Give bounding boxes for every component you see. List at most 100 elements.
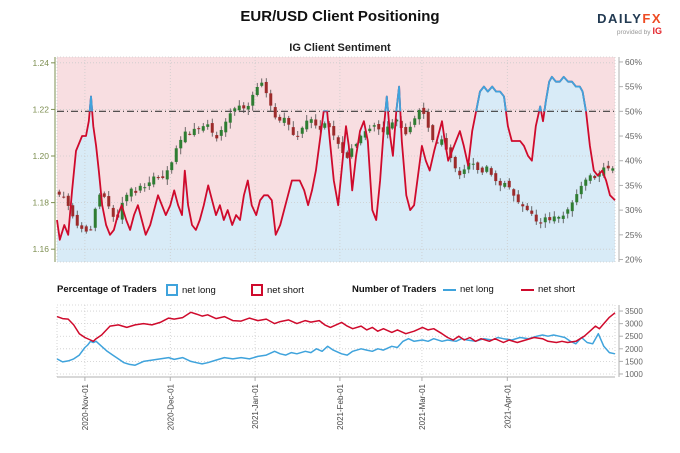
candle-body [512,189,516,196]
candle-body [462,169,466,174]
candle-body [435,142,439,144]
candle-body [192,128,196,136]
candle-body [242,105,246,109]
bottom-plot-border [56,304,616,378]
candle [440,135,444,147]
candle [161,170,165,180]
candle-body [332,126,336,136]
candle-body [84,226,88,232]
candle-body [269,93,273,106]
candle [309,116,313,129]
candle-body [489,168,493,175]
candle-body [507,180,511,188]
candle [336,135,340,149]
candle-body [431,125,435,140]
date-axis-label: 2021-Feb-01 [336,383,345,429]
candle-body [566,209,570,214]
candle [134,187,138,196]
candle [395,118,399,127]
candle [75,210,79,229]
logo-provided-by: provided by [616,29,651,37]
candle [300,126,304,139]
candle [237,100,241,113]
candle-body [174,148,178,162]
candle-body [188,133,192,135]
candle-body [143,187,147,189]
candle [251,91,255,111]
candle-body [345,152,349,158]
logo-daily-text: DAILY [597,11,643,26]
percent-axis-label: 35% [625,180,642,190]
candle-body [170,162,174,171]
percent-axis-label: 60% [625,57,642,67]
candle-body [480,167,484,173]
price-axis: 1.24 1.22 1.20 1.18 1.16 [32,57,56,262]
candle-body [579,185,583,195]
candle-body [102,193,106,197]
date-axis-label: 2021-Jan-01 [251,383,260,428]
candle [210,118,214,137]
percent-axis-label: 45% [625,131,642,141]
candle [66,193,70,211]
sentiment-line-net-short [56,75,616,241]
count-axis-label: 2000 [625,345,643,354]
candle [408,121,412,135]
candle [152,172,156,188]
net-short-area-fill [57,57,615,240]
candle-body [71,205,75,217]
count-axis-label: 1000 [625,370,643,379]
candle [219,126,223,141]
candle [305,115,309,132]
candle [183,127,187,144]
candle [165,166,169,185]
legend-pct-net-short: net short [251,284,304,296]
candle [372,122,376,132]
candle-body [561,215,565,219]
candle [156,175,160,180]
candle [480,166,484,176]
candle-body [138,185,142,191]
candle-body [152,176,156,185]
candle-body [98,194,102,207]
candle [62,191,66,199]
candle [516,190,520,204]
price-axis-label: 1.24 [32,58,49,68]
candle [548,212,552,224]
candle-body [179,139,183,149]
count-axis-label: 2500 [625,332,643,341]
candle [192,123,196,137]
candle [606,160,610,171]
candle-body [296,135,300,137]
candle-body [570,202,574,212]
candle-body [57,191,61,195]
candle [80,222,84,233]
candle-body [336,137,340,144]
candle [422,102,426,119]
candle [462,164,466,178]
candle [426,108,430,132]
legend-label: net short [267,284,304,296]
candle [489,166,493,177]
candle [534,209,538,225]
candle-body [575,194,579,203]
candle [377,120,381,135]
candle [255,82,259,97]
candle-body [485,166,489,172]
candle [543,213,547,228]
candle-body [354,144,358,147]
candle-body [260,82,264,86]
candle [102,191,106,199]
candle-body [197,128,201,130]
candle-body [426,111,430,128]
candle [188,131,192,136]
candle-body [318,125,322,130]
net-long-square-icon [166,284,178,296]
candle [507,178,511,190]
candle [147,176,151,190]
count-axis-label: 1500 [625,357,643,366]
candle-body [201,126,205,131]
candle [111,204,115,222]
candle-body [228,113,232,123]
candle-body [552,216,556,222]
candle [512,188,516,202]
